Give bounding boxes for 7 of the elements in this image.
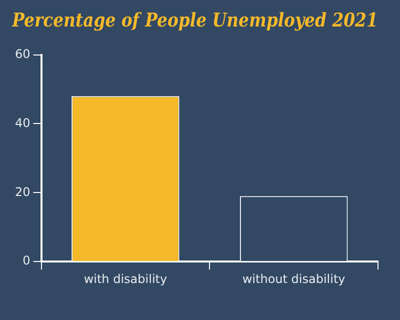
chart-title: Percentage of People Unemployed 2021: [11, 9, 378, 32]
y-tick-label: 0: [22, 254, 30, 268]
y-tick-label: 60: [14, 46, 30, 61]
y-tick-label: 20: [14, 184, 30, 199]
x-tick-label: without disability: [242, 272, 346, 286]
x-tick-label: with disability: [84, 272, 168, 286]
y-tick-label: 40: [14, 116, 30, 130]
